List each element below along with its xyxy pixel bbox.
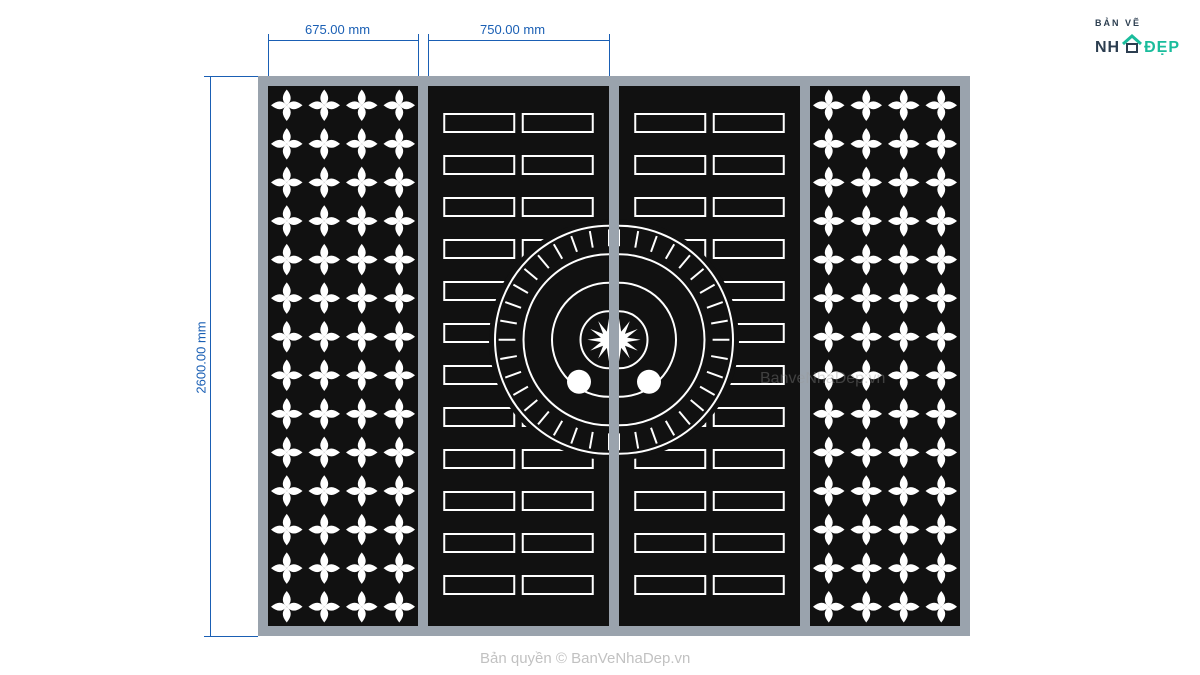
dim-tick — [204, 76, 216, 77]
inner-panel-right — [619, 86, 800, 626]
dim-height-label: 2600.00 mm — [194, 321, 209, 393]
house-icon — [1120, 32, 1144, 56]
dim-top-outer-line — [268, 40, 418, 41]
dim-left-line — [210, 76, 211, 636]
logo-text-b: ĐẸP — [1144, 39, 1180, 56]
dim-tick — [268, 34, 269, 46]
dim-ext — [609, 46, 610, 76]
dim-tick — [609, 34, 610, 46]
drawing-canvas: 675.00 mm 750.00 mm 2600.00 mm BẢN VẼ NH… — [0, 0, 1200, 675]
quatrefoil-pattern — [268, 86, 418, 626]
dim-tick — [418, 34, 419, 46]
dim-outer-width-label: 675.00 mm — [305, 22, 370, 37]
dim-tick — [204, 636, 216, 637]
slot-medallion-right — [619, 86, 800, 626]
slot-medallion-left — [428, 86, 609, 626]
dim-ext — [428, 46, 429, 76]
site-logo: BẢN VẼ NH ĐẸP — [1095, 18, 1180, 57]
dim-ext — [216, 76, 258, 77]
dim-inner-width-label: 750.00 mm — [480, 22, 545, 37]
dim-ext — [268, 46, 269, 76]
logo-line1: BẢN VẼ — [1095, 18, 1180, 28]
dim-ext — [216, 636, 258, 637]
quatrefoil-pattern — [810, 86, 960, 626]
logo-text-a: NH — [1095, 39, 1120, 56]
dim-tick — [428, 34, 429, 46]
dim-top-inner-line — [428, 40, 609, 41]
outer-panel-left — [268, 86, 418, 626]
gate-frame — [258, 76, 970, 636]
outer-panel-right — [810, 86, 960, 626]
dim-ext — [418, 46, 419, 76]
watermark-bottom: Bản quyền © BanVeNhaDep.vn — [480, 650, 690, 667]
inner-panel-left — [428, 86, 609, 626]
